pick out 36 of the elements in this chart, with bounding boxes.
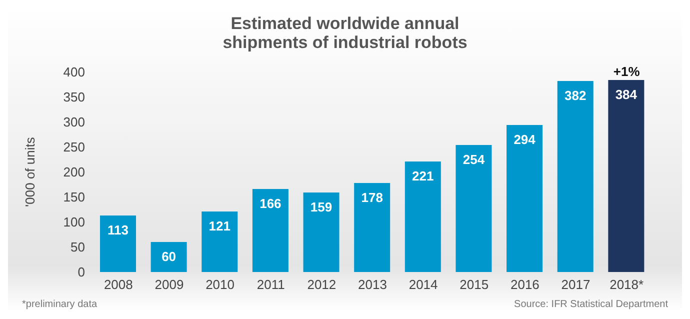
y-tick-label: 250 — [63, 140, 85, 155]
data-label: 60 — [162, 249, 176, 264]
y-tick-label: 50 — [70, 240, 85, 255]
annotation: +1% — [613, 64, 640, 79]
x-tick-label: 2015 — [460, 277, 489, 292]
text: *preliminary data — [22, 299, 98, 310]
x-tick-label: 2011 — [256, 277, 285, 292]
x-tick-label: 2010 — [206, 277, 235, 292]
x-tick-label: 2018* — [610, 277, 644, 292]
x-tick-label: 2016 — [510, 277, 540, 292]
data-label: 294 — [514, 132, 536, 148]
source-note: Source: IFR Statistical Department — [514, 299, 668, 310]
y-tick-label: 300 — [63, 114, 85, 130]
x-tick-label: 2009 — [154, 277, 184, 292]
y-tick-label: 150 — [63, 190, 85, 205]
data-label: 384 — [615, 87, 638, 102]
data-label: 382 — [564, 88, 586, 104]
x-tick-label: 2017 — [561, 277, 590, 292]
data-label: 121 — [208, 218, 230, 234]
y-tick-label: 200 — [63, 164, 85, 180]
x-tick-label: 2008 — [104, 277, 133, 292]
data-label: 113 — [108, 222, 128, 238]
x-tick-label: 2013 — [358, 277, 387, 292]
y-tick-label: 0 — [78, 264, 85, 280]
y-axis-title: '000 of units — [22, 136, 38, 207]
data-label: 221 — [412, 168, 434, 184]
x-tick-label: 2014 — [408, 277, 438, 292]
data-label: 254 — [462, 152, 486, 168]
data-label: 159 — [310, 200, 332, 215]
chart-title: Estimated worldwide annual shipments of industrial robots — [222, 13, 468, 54]
y-tick-label: 100 — [63, 214, 85, 230]
data-label: 178 — [361, 190, 383, 206]
x-tick-label: 2012 — [307, 277, 336, 292]
data-label: 166 — [260, 196, 282, 212]
y-tick-label: 400 — [63, 64, 85, 80]
y-tick-label: 350 — [63, 90, 85, 105]
